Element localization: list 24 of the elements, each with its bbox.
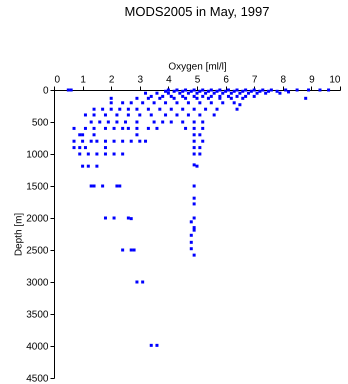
x-tick-label: 2 xyxy=(108,74,115,86)
y-tick-label: 4500 xyxy=(26,374,49,384)
y-axis-title: Depth [m] xyxy=(13,212,24,256)
y-tick-label: 0 xyxy=(42,86,49,96)
x-tick-label: 7 xyxy=(252,74,258,86)
y-tick-label: 2500 xyxy=(26,246,49,256)
x-tick-label: 6 xyxy=(223,74,230,86)
x-axis-title: Oxygen [ml/l] xyxy=(168,62,227,72)
x-tick-label: 3 xyxy=(138,74,144,86)
x-tick-label: 8 xyxy=(280,74,287,86)
x-tick-label: 1 xyxy=(80,74,86,86)
x-tick-label: 0 xyxy=(54,74,60,86)
y-tick-label: 3000 xyxy=(26,278,49,288)
chart-title: MODS2005 in May, 1997 xyxy=(124,4,270,19)
x-tick-label: 10 xyxy=(329,74,341,86)
x-tick-label: 5 xyxy=(194,74,201,86)
x-tick-label: 9 xyxy=(309,74,316,86)
y-tick-label: 1000 xyxy=(26,150,49,160)
y-tick-label: 4000 xyxy=(26,342,49,352)
y-tick-label: 3500 xyxy=(26,310,49,320)
y-tick-label: 500 xyxy=(32,118,49,128)
x-tick-label: 4 xyxy=(166,74,172,86)
y-tick-label: 1500 xyxy=(26,182,49,192)
y-tick-label: 2000 xyxy=(26,214,49,224)
